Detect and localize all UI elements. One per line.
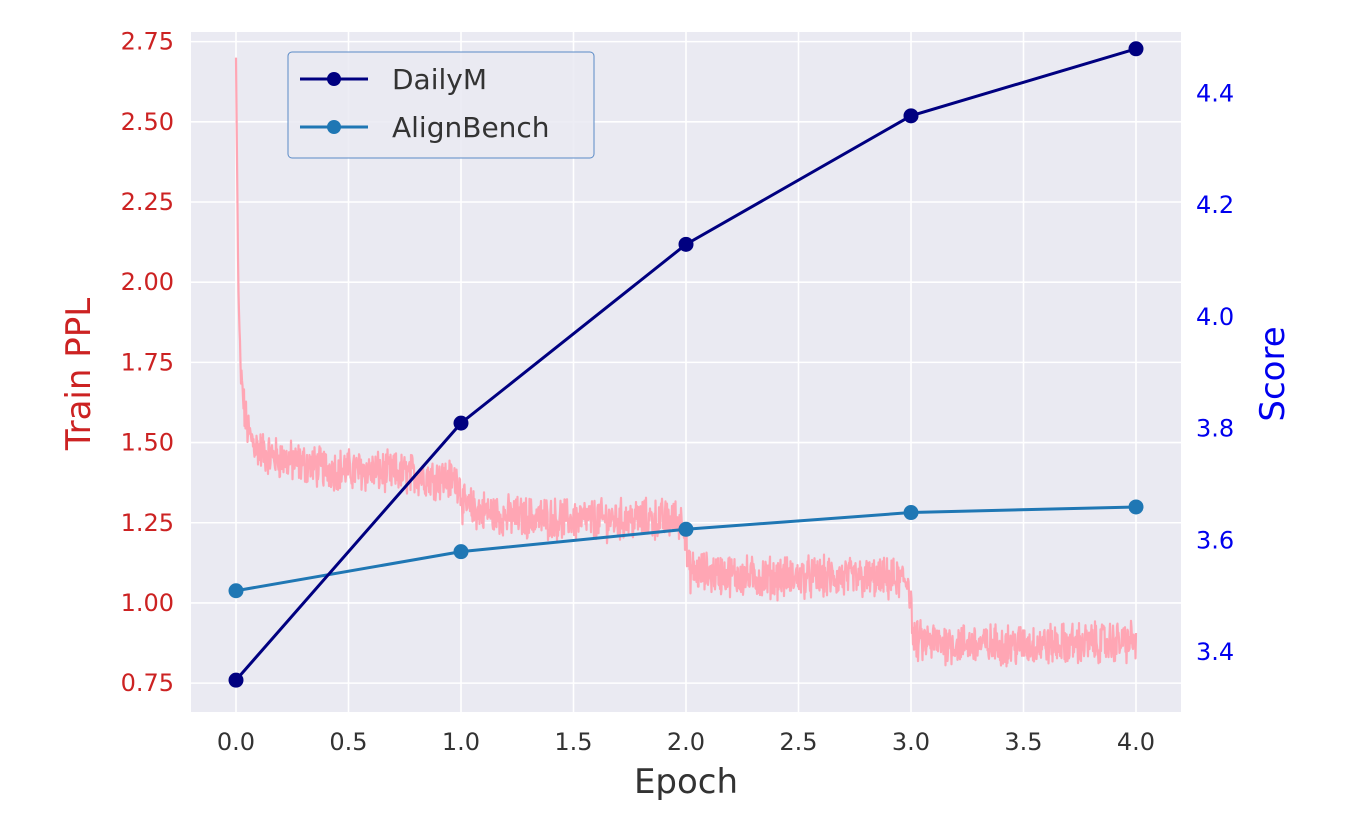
data-point-dailym bbox=[228, 672, 244, 688]
left-tick-label: 1.75 bbox=[121, 348, 174, 376]
x-tick-label: 4.0 bbox=[1117, 728, 1155, 756]
x-tick-label: 2.5 bbox=[779, 728, 817, 756]
tick-labels: 0.0 0.5 1.0 1.5 2.0 2.5 3.0 3.5 4.0 0.75 1.00 1.25 1… bbox=[121, 28, 1235, 756]
legend-label-alignbench: AlignBench bbox=[392, 111, 550, 144]
x-tick-label: 2.0 bbox=[667, 728, 705, 756]
data-point-dailym bbox=[453, 415, 469, 431]
left-tick-label: 0.75 bbox=[121, 669, 174, 697]
x-tick-label: 3.0 bbox=[892, 728, 930, 756]
x-axis-title: Epoch bbox=[634, 762, 738, 802]
data-point-alignbench bbox=[228, 583, 244, 599]
x-tick-label: 0.5 bbox=[329, 728, 367, 756]
left-tick-label: 2.00 bbox=[121, 268, 174, 296]
x-tick-label: 3.5 bbox=[1004, 728, 1042, 756]
data-point-alignbench bbox=[1128, 499, 1144, 515]
data-point-dailym bbox=[678, 236, 694, 252]
right-tick-label: 4.0 bbox=[1196, 303, 1234, 331]
train-ppl-layer bbox=[234, 57, 1138, 668]
right-tick-label: 3.6 bbox=[1196, 526, 1234, 554]
x-tick-label: 0.0 bbox=[217, 728, 255, 756]
left-tick-label: 1.25 bbox=[121, 509, 174, 537]
left-tick-label: 1.50 bbox=[121, 429, 174, 457]
data-point-dailym bbox=[903, 108, 919, 124]
x-tick-label: 1.0 bbox=[442, 728, 480, 756]
right-tick-label: 3.4 bbox=[1196, 638, 1234, 666]
legend-marker-alignbench bbox=[327, 120, 341, 134]
data-point-alignbench bbox=[453, 544, 469, 560]
score-series-layer bbox=[228, 41, 1144, 688]
legend-marker-dailym bbox=[327, 72, 341, 86]
data-point-alignbench bbox=[903, 505, 919, 521]
legend: DailyM AlignBench bbox=[287, 51, 595, 159]
data-point-dailym bbox=[1128, 41, 1144, 57]
train-ppl-line bbox=[234, 57, 1138, 668]
right-tick-label: 4.4 bbox=[1196, 79, 1234, 107]
data-point-alignbench bbox=[678, 521, 694, 537]
left-axis-title: Train PPL bbox=[59, 298, 99, 451]
right-axis-title: Score bbox=[1253, 326, 1293, 421]
left-tick-label: 2.25 bbox=[121, 188, 174, 216]
right-tick-label: 4.2 bbox=[1196, 191, 1234, 219]
left-tick-label: 2.50 bbox=[121, 108, 174, 136]
legend-label-dailym: DailyM bbox=[392, 63, 487, 96]
left-tick-label: 2.75 bbox=[121, 28, 174, 56]
x-tick-label: 1.5 bbox=[554, 728, 592, 756]
left-tick-label: 1.00 bbox=[121, 589, 174, 617]
right-tick-label: 3.8 bbox=[1196, 415, 1234, 443]
